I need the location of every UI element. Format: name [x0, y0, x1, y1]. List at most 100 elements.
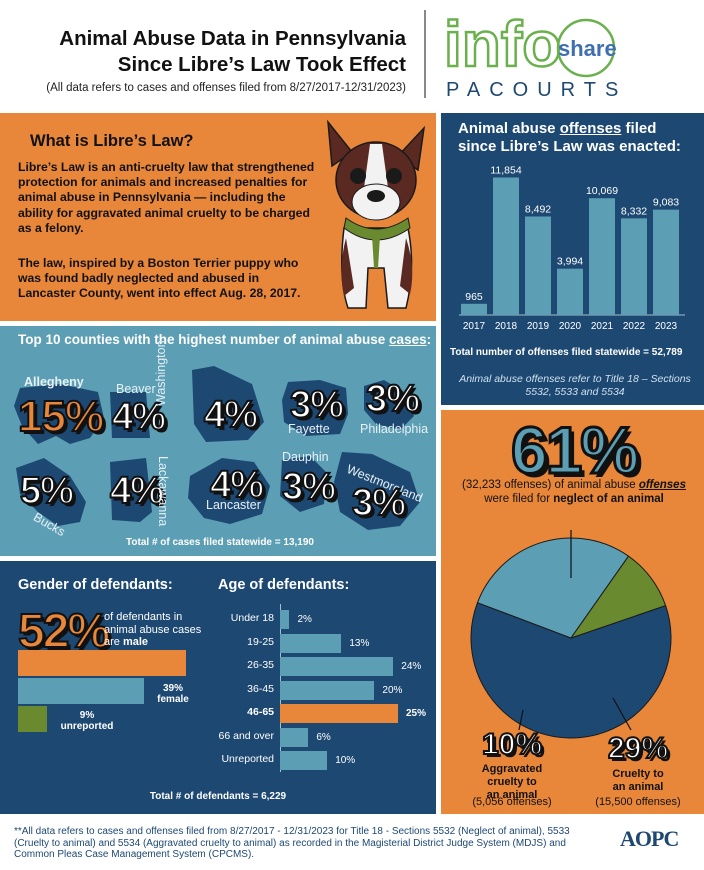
- gender-bar-male: [18, 650, 186, 676]
- county-pct-bucks: 5%: [19, 469, 75, 513]
- counties-title: Top 10 counties with the highest number …: [18, 332, 438, 347]
- pie-connector-aggravated: [518, 709, 524, 731]
- gender-female-label-pct: 39%: [162, 683, 183, 694]
- county-pct-westmoreland: 3%: [351, 481, 407, 525]
- gender-female-label-text: female: [157, 694, 189, 705]
- offenses-bar-2021: [589, 198, 615, 315]
- county-pct-lackawanna: 4%: [109, 469, 165, 513]
- pie-slice-aggravated: [569, 555, 667, 639]
- gender-bar-unreported: [18, 706, 48, 732]
- offenses-bar-2017: [461, 303, 487, 315]
- pie-aggravated-count: (5,056 offenses): [472, 796, 552, 808]
- offenses-year-label-2019: 2019: [527, 321, 550, 332]
- county-name-lancaster: Lancaster: [206, 498, 261, 512]
- offenses-bar-chart: 965 2017 11,854 2018 8,492 2019 3,994 2020 10,06…: [459, 164, 685, 332]
- county-name-philadelphia: Philadelphia: [360, 422, 429, 436]
- pie-connector-cruelty: [612, 697, 632, 731]
- county-name-fayette: Fayette: [288, 422, 330, 436]
- offenses-year-label-2018: 2018: [495, 321, 518, 332]
- libre-paragraph-2: The law, inspired by a Boston Terrier pu…: [18, 256, 301, 301]
- county-name-washington: Washington: [154, 340, 168, 406]
- county-name-allegheny: Allegheny: [24, 375, 84, 389]
- county-shape-westmoreland: [334, 452, 420, 530]
- offenses-year-label-2020: 2020: [559, 321, 582, 332]
- offenses-note: Animal abuse offenses refer to Title 18 …: [459, 373, 691, 398]
- pie-cruelty-count: (15,500 offenses): [595, 796, 681, 808]
- county-pct-lancaster: 4%: [209, 463, 265, 507]
- county-shape-lackawanna: [110, 458, 152, 522]
- pie-aggravated-pct: 10%: [481, 727, 543, 762]
- page-title: Animal Abuse Data in Pennsylvania Since …: [14, 26, 406, 78]
- offenses-value-label-2017: 965: [465, 291, 483, 303]
- county-pct-beaver: 4%: [111, 395, 167, 439]
- boston-terrier-illustration: [327, 119, 426, 309]
- counties-title-pre: Top 10 counties with the highest number …: [18, 332, 390, 347]
- pie-desc-mid: were filed for: [484, 493, 554, 505]
- infoshare-logo: info share PACOURTS: [443, 8, 619, 100]
- offense-type-pie-chart: [470, 530, 672, 739]
- county-name-lackawanna: Lackawanna: [156, 456, 170, 527]
- offenses-bar-2018: [493, 177, 519, 315]
- pie-cruelty-label: Cruelty to an animal: [588, 768, 688, 794]
- pie-aggravated-label: Aggravated cruelty to an animal: [462, 763, 562, 802]
- county-shape-dauphin: [280, 456, 326, 512]
- pie-aggravated-label-3: an animal: [486, 789, 538, 801]
- offenses-value-label-2021: 10,069: [586, 185, 618, 197]
- age-category-label: 66 and over: [218, 729, 274, 742]
- logo-info-text: info: [444, 8, 561, 80]
- age-bar: [280, 657, 394, 676]
- counties-title-post: :: [426, 332, 432, 347]
- age-value-label: 10%: [335, 755, 356, 766]
- pie-cruelty-label-1: Cruelty to: [612, 768, 664, 780]
- offenses-bar-2019: [525, 216, 551, 315]
- age-category-label: 26-35: [247, 659, 274, 671]
- age-title: Age of defendants:: [218, 577, 350, 593]
- age-bar: [280, 680, 375, 700]
- pie-desc-bold: neglect of an animal: [553, 493, 664, 505]
- pie-aggravated-label-2: cruelty to: [487, 776, 537, 788]
- pie-slice-neglect: [470, 602, 672, 739]
- age-bar: [280, 704, 398, 723]
- county-pct-dauphin: 3%: [281, 465, 337, 509]
- offenses-value-label-2019: 8,492: [525, 203, 551, 215]
- pie-description: (32,233 offenses) of animal abuse offens…: [448, 478, 700, 506]
- age-bar: [280, 610, 290, 629]
- county-shape-philadelphia: [364, 380, 414, 430]
- offenses-value-label-2020: 3,994: [557, 256, 583, 268]
- age-category-label: Unreported: [221, 753, 274, 765]
- county-name-dauphin: Dauphin: [282, 450, 329, 464]
- gender-male-pct: 52%: [17, 604, 111, 659]
- page-title-line1: Animal Abuse Data in Pennsylvania: [59, 27, 406, 50]
- age-category-label: 46-65: [247, 706, 274, 718]
- libre-paragraph-1: Libre’s Law is an anti-cruelty law that …: [18, 160, 315, 235]
- age-bar: [280, 751, 328, 770]
- offenses-value-label-2022: 8,332: [621, 205, 647, 217]
- offenses-bar-2020: [557, 268, 583, 315]
- offenses-bar-2022: [621, 218, 647, 315]
- offenses-value-label-2018: 11,854: [490, 164, 521, 176]
- logo-share-text: share: [558, 36, 617, 61]
- county-pct-washington: 4%: [203, 393, 259, 437]
- offenses-title-underlined: offenses: [559, 120, 622, 137]
- gender-unreported-label: 9% unreported: [52, 710, 122, 732]
- offenses-year-label-2017: 2017: [463, 321, 486, 332]
- gender-female-label: 39% female: [148, 683, 198, 705]
- gender-unreported-label-pct: 9%: [79, 710, 95, 721]
- pie-desc-underlined: offenses: [638, 479, 686, 491]
- age-value-label: 20%: [382, 684, 403, 696]
- page-title-line2: Since Libre’s Law Took Effect: [117, 53, 406, 76]
- gender-desc-pre: of defendants in animal abuse cases are: [104, 611, 202, 648]
- gender-bar-female: [18, 678, 144, 704]
- age-category-label: Under 18: [230, 612, 274, 624]
- page-subtitle: (All data refers to cases and offenses f…: [46, 82, 406, 94]
- offenses-title: Animal abuse offenses filed since Libre’…: [458, 120, 698, 156]
- age-value-label: 13%: [349, 637, 370, 649]
- age-value-label: 25%: [406, 708, 427, 719]
- offenses-title-post: filed since Libre’s Law was enacted:: [458, 120, 681, 155]
- county-shape-bucks: [16, 458, 86, 526]
- gender-unreported-label-text: unreported: [60, 721, 114, 732]
- county-pct-fayette: 3%: [289, 383, 345, 427]
- pie-aggravated-label-1: Aggravated: [481, 763, 543, 775]
- offenses-title-pre: Animal abuse: [458, 120, 560, 137]
- age-value-label: 24%: [401, 661, 422, 672]
